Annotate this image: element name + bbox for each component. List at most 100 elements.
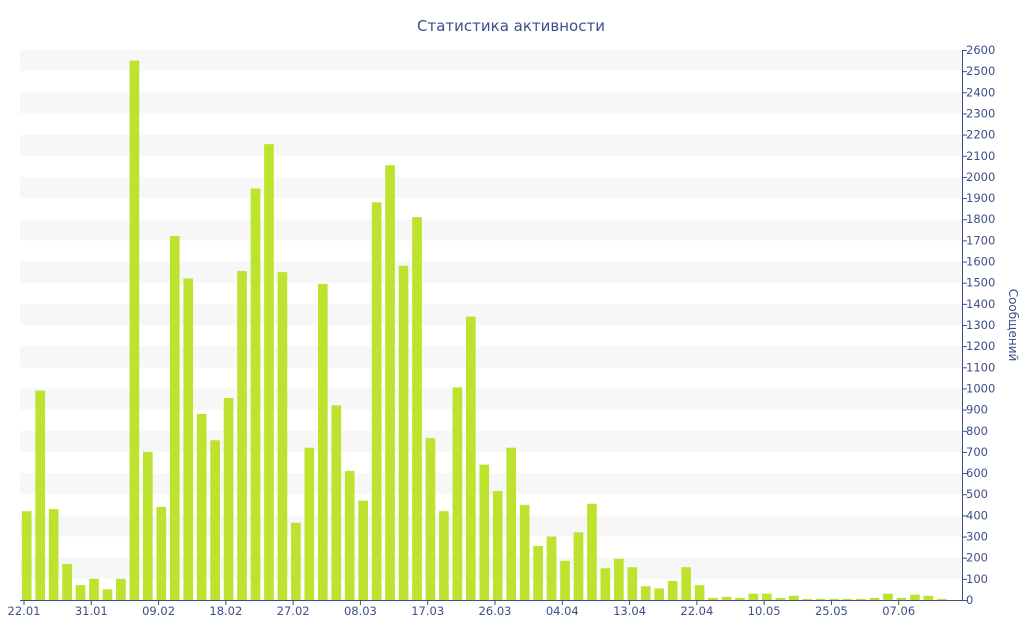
bar xyxy=(735,597,745,600)
bar xyxy=(708,597,718,600)
bar xyxy=(573,532,584,600)
x-tick-label: 13.04 xyxy=(613,604,646,618)
bar xyxy=(479,464,490,600)
bar xyxy=(210,440,220,600)
bar xyxy=(385,165,395,601)
grid-band xyxy=(20,430,962,452)
y-tick-label: 800 xyxy=(966,424,988,438)
bar xyxy=(856,598,866,600)
x-tick-label: 10.05 xyxy=(748,604,781,618)
x-tick-label: 31.01 xyxy=(75,604,108,618)
y-tick-label: 1000 xyxy=(966,381,995,395)
bar xyxy=(883,593,893,600)
bar xyxy=(62,564,72,600)
bar xyxy=(506,447,517,600)
bar xyxy=(183,278,194,600)
grid-band xyxy=(20,473,962,495)
bars-group xyxy=(21,60,947,601)
bar xyxy=(358,500,368,600)
y-tick-label: 700 xyxy=(966,445,988,459)
bar xyxy=(681,567,691,600)
y-tick-label: 0 xyxy=(966,593,973,607)
bar xyxy=(143,451,153,600)
grid-band xyxy=(20,346,962,368)
bar xyxy=(923,595,934,600)
x-tick-label: 08.03 xyxy=(344,604,377,618)
bar xyxy=(587,503,597,600)
bar xyxy=(640,586,651,600)
y-tick-label: 2000 xyxy=(966,170,995,184)
bar xyxy=(129,60,140,600)
grid-band xyxy=(20,261,962,283)
bar xyxy=(35,390,46,600)
y-tick-label: 500 xyxy=(966,487,988,501)
y-tick-label: 1100 xyxy=(966,360,995,374)
bar xyxy=(788,595,799,600)
grid-band xyxy=(20,134,962,156)
x-tick-label: 04.04 xyxy=(546,604,579,618)
bar xyxy=(492,491,503,600)
x-tick-label: 07.06 xyxy=(882,604,915,618)
bar xyxy=(842,598,853,600)
bar xyxy=(762,593,772,600)
bar xyxy=(398,265,409,600)
x-tick-label: 22.04 xyxy=(680,604,713,618)
bar xyxy=(48,509,59,600)
x-axis-ticks: 22.01 31.01 09.02 18.02 27.02 08.03 17.03 26.03… xyxy=(8,600,915,618)
bar xyxy=(896,597,907,600)
grid-band xyxy=(20,176,962,199)
bar xyxy=(304,447,315,600)
x-tick-label: 27.02 xyxy=(277,604,310,618)
bar xyxy=(412,217,422,600)
y-tick-label: 2600 xyxy=(966,43,995,57)
bar xyxy=(721,596,732,600)
bar xyxy=(196,413,207,600)
bar xyxy=(465,316,476,600)
bar xyxy=(694,585,705,600)
y-tick-label: 2300 xyxy=(966,106,995,120)
bar xyxy=(519,504,530,600)
bar xyxy=(667,580,678,600)
y-tick-label: 900 xyxy=(966,403,988,417)
y-tick-label: 2500 xyxy=(966,64,995,78)
y-tick-label: 1900 xyxy=(966,191,995,205)
bar xyxy=(75,585,86,600)
y-tick-label: 1500 xyxy=(966,276,995,290)
bar xyxy=(829,598,839,600)
bar xyxy=(250,188,261,600)
y-tick-label: 1400 xyxy=(966,297,995,311)
bar xyxy=(291,522,301,600)
bar xyxy=(560,560,570,600)
y-tick-label: 1300 xyxy=(966,318,995,332)
bar xyxy=(264,144,274,600)
bar xyxy=(627,567,638,600)
y-tick-label: 2400 xyxy=(966,85,995,99)
bar xyxy=(344,470,355,600)
x-tick-label: 18.02 xyxy=(209,604,242,618)
bar xyxy=(223,397,234,600)
bar xyxy=(102,589,113,600)
y-tick-label: 100 xyxy=(966,572,988,586)
bar xyxy=(910,594,920,600)
bar xyxy=(452,387,463,600)
grid-band xyxy=(20,303,962,325)
bar xyxy=(439,511,449,600)
chart-title: Статистика активности xyxy=(417,17,605,35)
y-tick-label: 200 xyxy=(966,551,988,565)
x-tick-label: 26.03 xyxy=(479,604,512,618)
bar xyxy=(425,438,436,600)
y-axis-title: Сообщений xyxy=(1006,289,1020,362)
bar xyxy=(654,588,665,600)
y-tick-label: 2200 xyxy=(966,128,995,142)
x-tick-label: 25.05 xyxy=(815,604,848,618)
bar xyxy=(614,558,624,600)
bar xyxy=(371,202,382,600)
y-tick-label: 400 xyxy=(966,508,988,522)
bar xyxy=(156,506,167,600)
y-tick-label: 2100 xyxy=(966,149,995,163)
bar xyxy=(317,283,328,600)
bar xyxy=(169,236,180,600)
grid-bands xyxy=(20,50,962,579)
y-tick-label: 300 xyxy=(966,530,988,544)
